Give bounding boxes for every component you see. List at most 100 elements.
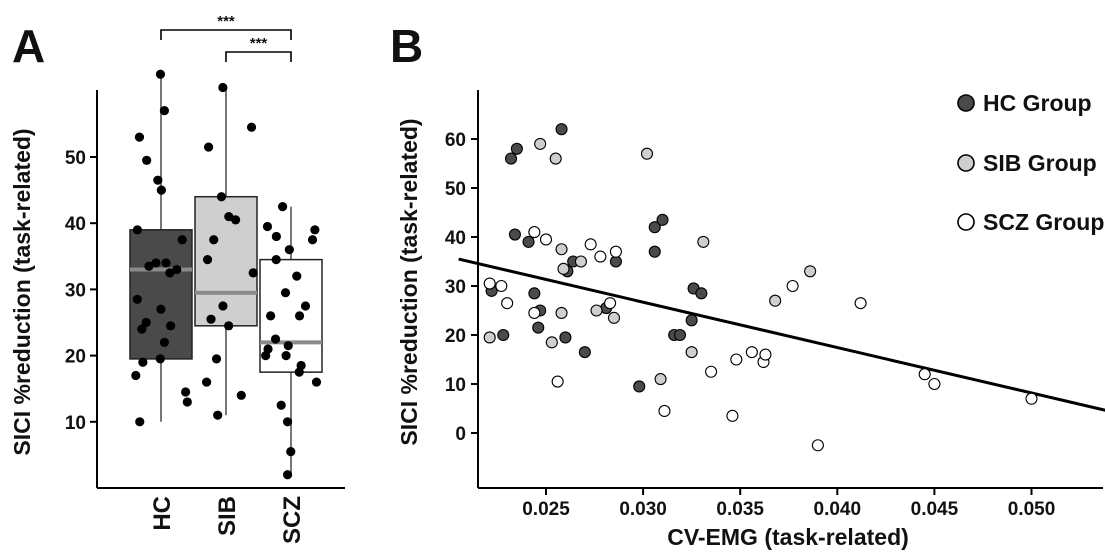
panel-b-y-tick-label: 60	[445, 130, 466, 151]
data-point-sib	[203, 142, 214, 152]
scatter-point-scz	[483, 277, 496, 290]
data-point-hc	[177, 235, 187, 245]
data-point-scz	[311, 377, 322, 387]
scatter-point-sib	[545, 336, 558, 349]
data-point-scz	[282, 470, 293, 480]
scatter-point-hc	[532, 321, 545, 334]
data-point-sib	[216, 192, 227, 202]
scatter-point-sib	[640, 147, 654, 160]
regression-line	[458, 257, 1105, 412]
data-point-hc	[166, 321, 176, 331]
data-point-sib	[218, 82, 228, 93]
data-point-hc	[131, 370, 141, 381]
scatter-point-hc	[648, 245, 661, 258]
data-point-scz	[283, 341, 293, 351]
scatter-point-scz	[528, 226, 541, 239]
scatter-point-hc	[555, 123, 568, 136]
scatter-point-scz	[928, 377, 941, 391]
data-point-scz	[294, 311, 305, 321]
scatter-point-hc	[504, 152, 518, 165]
data-point-scz	[262, 221, 273, 232]
scatter-point-scz	[811, 439, 824, 452]
scatter-point-scz	[594, 250, 607, 263]
box-rect-hc	[129, 229, 193, 360]
scatter-point-sib	[483, 331, 496, 344]
scatter-point-scz	[604, 297, 617, 310]
data-point-hc	[155, 69, 166, 79]
legend-marker-sib	[957, 154, 975, 172]
significance-label: ***	[250, 35, 268, 52]
panel-b-x-tick-label: 0.025	[522, 499, 570, 520]
scatter-point-sib	[557, 262, 570, 275]
legend-label-scz: SCZ Group	[983, 209, 1104, 235]
significance-label: ***	[217, 13, 235, 30]
scatter-point-sib	[697, 235, 710, 248]
data-point-scz	[310, 225, 320, 235]
data-point-sib	[231, 215, 241, 225]
scatter-point-sib	[555, 243, 568, 256]
data-point-hc	[153, 175, 163, 185]
box-hc	[129, 69, 193, 427]
data-point-scz	[278, 202, 288, 212]
scatter-point-sib	[685, 346, 698, 359]
data-point-sib	[248, 268, 258, 278]
data-point-hc	[161, 258, 171, 268]
data-point-scz	[266, 311, 276, 321]
legend-label-hc: HC Group	[983, 90, 1092, 116]
scatter-point-sib	[804, 265, 817, 278]
data-point-hc	[172, 264, 182, 275]
box-sib	[194, 82, 258, 420]
data-point-hc	[132, 225, 142, 235]
scatter-point-hc	[508, 228, 521, 241]
series-sib	[483, 137, 817, 386]
data-point-scz	[307, 235, 318, 245]
panel-b-xlabel: CV-EMG (task-related)	[667, 524, 909, 550]
data-point-hc	[151, 258, 161, 268]
scatter-point-scz	[759, 348, 772, 361]
panel-b-ylabel: SICI %reduction (task-related)	[396, 118, 422, 445]
data-point-hc	[135, 417, 145, 427]
data-point-sib	[202, 377, 212, 387]
data-point-sib	[246, 122, 257, 132]
legend-marker-scz	[957, 213, 975, 231]
scatter-point-scz	[726, 409, 739, 422]
data-point-scz	[282, 417, 293, 427]
panel-b-plot: 0 10 20 30 40 50 60 0.025 0.030 0.035 0.040 0.045 0.…	[445, 90, 1105, 520]
panel-b-letter: B	[390, 20, 423, 72]
data-point-hc	[155, 354, 165, 364]
scatter-point-sib	[574, 255, 588, 268]
data-point-scz	[284, 245, 294, 255]
scatter-point-sib	[607, 311, 621, 324]
scatter-point-scz	[730, 353, 743, 366]
scatter-point-scz	[609, 245, 622, 258]
scatter-point-scz	[584, 238, 597, 251]
scatter-point-sib	[549, 152, 562, 165]
scatter-point-hc	[685, 314, 698, 327]
significance-bracket	[160, 29, 292, 40]
panel-a-y-tick-label: 10	[65, 413, 86, 434]
data-point-scz	[261, 351, 271, 361]
panel-b-y-tick-label: 0	[455, 424, 466, 445]
data-point-scz	[270, 334, 281, 344]
scatter-point-scz	[1025, 392, 1038, 405]
panel-b-x-tick-label: 0.045	[911, 499, 959, 520]
data-point-hc	[159, 337, 169, 347]
data-point-sib	[224, 211, 234, 222]
data-point-hc	[134, 132, 145, 142]
legend-item-scz: SCZ Group	[957, 209, 1104, 235]
scatter-point-sib	[769, 294, 782, 307]
data-point-hc	[165, 268, 175, 278]
panel-b-y-tick-label: 20	[445, 326, 466, 347]
data-point-scz	[271, 255, 281, 265]
panel-a-y-tick-label: 30	[65, 280, 86, 301]
significance-bracket	[225, 51, 292, 62]
data-point-scz	[281, 351, 291, 361]
category-label-scz: SCZ	[279, 496, 306, 544]
legend-label-sib: SIB Group	[983, 150, 1097, 176]
scatter-point-sib	[534, 137, 547, 150]
data-point-scz	[300, 301, 311, 311]
scatter-point-scz	[854, 297, 867, 310]
scatter-point-hc	[578, 346, 591, 359]
data-point-hc	[141, 317, 151, 328]
